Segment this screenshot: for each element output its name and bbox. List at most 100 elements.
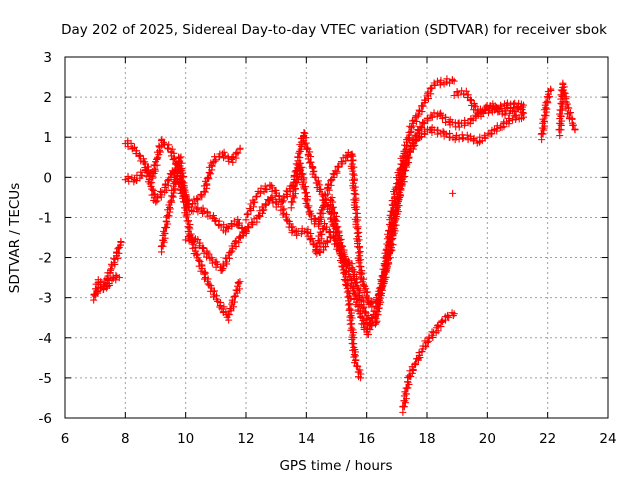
data-point-marker xyxy=(236,233,244,241)
data-point-marker xyxy=(392,204,400,212)
data-point-marker xyxy=(433,77,441,85)
data-point-marker xyxy=(212,216,220,224)
y-tick-label: -1 xyxy=(39,210,52,226)
data-point-marker xyxy=(304,203,312,211)
data-point-marker xyxy=(334,162,342,170)
data-point-marker xyxy=(419,102,427,110)
data-point-marker xyxy=(256,189,264,197)
data-point-marker xyxy=(330,173,338,181)
x-tick-label: 20 xyxy=(479,431,496,447)
data-point-marker xyxy=(351,291,359,299)
data-point-marker xyxy=(354,229,362,237)
data-point-marker xyxy=(303,202,311,210)
data-point-marker xyxy=(349,184,357,192)
data-point-marker xyxy=(124,143,132,151)
data-point-marker xyxy=(350,343,358,351)
data-point-marker xyxy=(242,216,250,224)
data-point-marker xyxy=(203,249,211,257)
series-arc-h xyxy=(311,111,528,330)
data-point-marker xyxy=(386,235,394,243)
data-point-marker xyxy=(362,308,370,316)
data-point-marker xyxy=(352,356,360,364)
data-point-marker xyxy=(292,179,300,187)
data-point-marker xyxy=(100,281,108,289)
data-point-marker xyxy=(146,180,154,188)
series-arc-j xyxy=(399,309,458,416)
data-point-marker xyxy=(493,122,501,130)
x-tick-label: 6 xyxy=(61,431,70,447)
data-points xyxy=(90,75,579,416)
data-point-marker xyxy=(137,168,145,176)
data-point-marker xyxy=(505,117,513,125)
data-point-marker xyxy=(437,76,445,84)
data-point-marker xyxy=(333,168,341,176)
data-point-marker xyxy=(349,340,357,348)
data-point-marker xyxy=(497,101,505,109)
data-point-marker xyxy=(446,133,454,141)
data-point-marker xyxy=(556,106,564,114)
x-tick-label: 16 xyxy=(358,431,375,447)
data-point-marker xyxy=(94,289,102,297)
data-point-marker xyxy=(556,132,564,140)
data-point-marker xyxy=(157,187,165,195)
data-point-marker xyxy=(323,238,331,246)
data-point-marker xyxy=(520,109,528,117)
data-point-marker xyxy=(348,309,356,317)
data-point-marker xyxy=(343,153,351,161)
data-point-marker xyxy=(409,365,417,373)
data-point-marker xyxy=(231,238,239,246)
data-point-marker xyxy=(166,205,174,213)
data-point-marker xyxy=(138,171,146,179)
data-point-marker xyxy=(152,198,160,206)
data-point-marker xyxy=(203,175,211,183)
data-point-marker xyxy=(412,359,420,367)
data-point-marker xyxy=(346,305,354,313)
data-point-marker xyxy=(156,148,164,156)
data-point-marker xyxy=(372,302,380,310)
data-point-marker xyxy=(442,118,450,126)
x-tick-label: 24 xyxy=(599,431,616,447)
data-point-marker xyxy=(114,254,122,262)
data-point-marker xyxy=(160,140,168,148)
data-point-marker xyxy=(368,317,376,325)
data-point-marker xyxy=(405,154,413,162)
data-point-marker xyxy=(421,96,429,104)
data-point-marker xyxy=(236,285,244,293)
data-point-marker xyxy=(160,138,168,146)
data-point-marker xyxy=(194,250,202,258)
data-point-marker xyxy=(319,225,327,233)
data-point-marker xyxy=(537,130,545,138)
data-point-marker xyxy=(352,362,360,370)
data-point-marker xyxy=(328,194,336,202)
series-arc-k xyxy=(450,87,528,119)
data-point-marker xyxy=(215,153,223,161)
data-point-marker xyxy=(421,130,429,138)
data-point-marker xyxy=(307,158,315,166)
data-point-marker xyxy=(301,129,309,137)
data-point-marker xyxy=(442,130,450,138)
data-point-marker xyxy=(304,225,312,233)
data-point-marker xyxy=(569,121,577,129)
data-point-marker xyxy=(297,170,305,178)
data-point-marker xyxy=(234,278,242,286)
data-point-marker xyxy=(238,224,246,232)
data-point-marker xyxy=(399,403,407,411)
data-point-marker xyxy=(196,239,204,247)
data-point-marker xyxy=(439,115,447,123)
data-point-marker xyxy=(358,278,366,286)
data-point-marker xyxy=(337,158,345,166)
data-point-marker xyxy=(358,269,366,277)
data-point-marker xyxy=(187,203,195,211)
data-point-marker xyxy=(161,224,169,232)
data-point-marker xyxy=(176,162,184,170)
data-point-marker xyxy=(360,303,368,311)
data-point-marker xyxy=(291,185,299,193)
data-point-marker xyxy=(306,159,314,167)
data-point-marker xyxy=(450,77,458,85)
data-point-marker xyxy=(359,314,367,322)
data-point-marker xyxy=(168,192,176,200)
data-point-marker xyxy=(243,211,251,219)
data-point-marker xyxy=(402,384,410,392)
data-point-marker xyxy=(355,236,363,244)
data-point-marker xyxy=(350,334,358,342)
